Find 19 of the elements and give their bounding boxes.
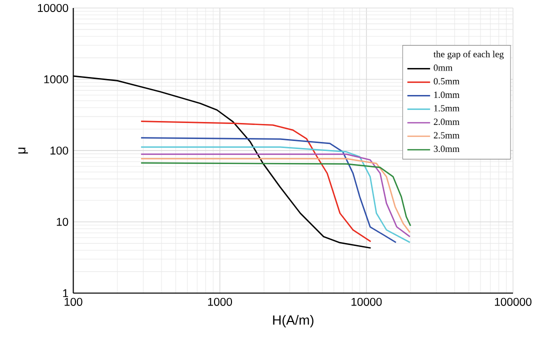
y-tick-label: 100: [50, 146, 68, 154]
x-tick-label: 100: [64, 298, 82, 306]
legend-title: the gap of each leg: [434, 50, 504, 60]
y-tick-label: 1: [63, 289, 68, 297]
y-tick-label: 1000: [44, 75, 68, 84]
x-tick-label: 10000: [352, 298, 382, 306]
x-tick-label: 100000: [494, 298, 532, 306]
y-tick-label: 10: [56, 218, 68, 226]
y-axis-title: μ: [18, 147, 28, 154]
y-tick-label: 10000: [38, 4, 68, 12]
legend-label: 0.5mm: [434, 78, 460, 84]
legend-label: 3.0mm: [434, 145, 460, 152]
legend-label: 0mm: [434, 64, 452, 71]
legend-label: 2.5mm: [434, 132, 460, 138]
legend-label: 1.5mm: [434, 104, 460, 112]
legend-label: 1.0mm: [434, 91, 460, 98]
x-tick-label: 1000: [208, 298, 232, 306]
legend-label: 2.0mm: [434, 118, 460, 125]
x-axis-title: H(A/m): [273, 314, 314, 328]
